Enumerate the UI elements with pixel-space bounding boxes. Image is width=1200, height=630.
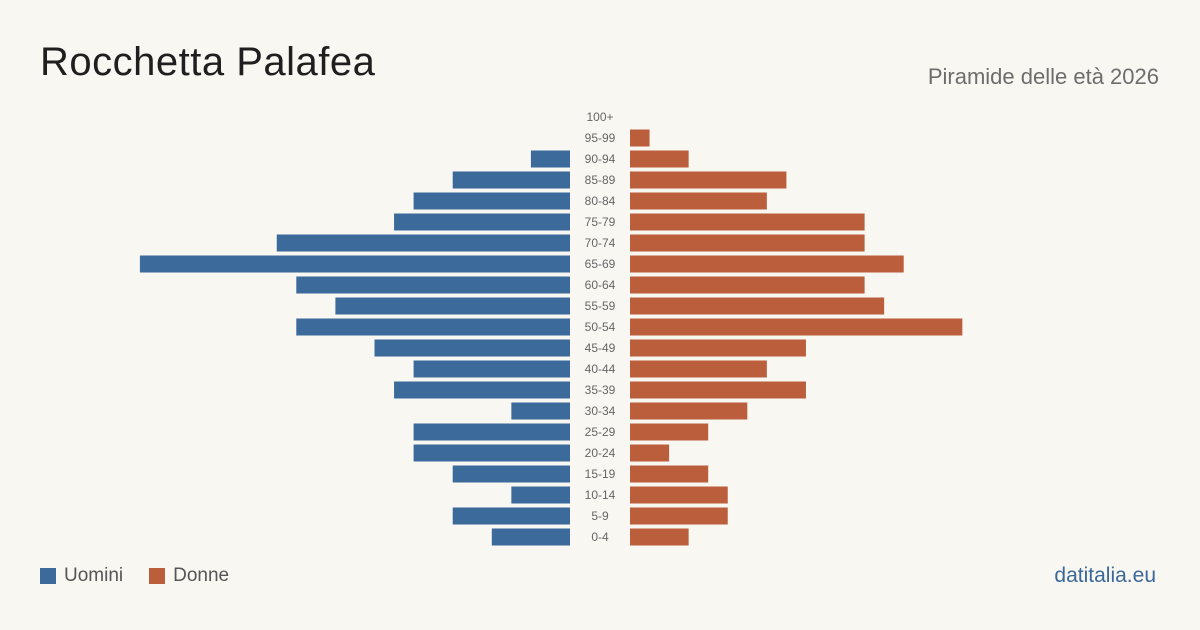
age-label-75-79: 75-79 xyxy=(585,215,616,229)
age-label-40-44: 40-44 xyxy=(585,362,616,376)
bar-men-85-89 xyxy=(452,171,570,189)
bar-women-30-34 xyxy=(630,402,748,420)
page-title: Rocchetta Palafea xyxy=(40,40,376,84)
age-label-5-9: 5-9 xyxy=(591,509,609,523)
bar-women-70-74 xyxy=(630,234,865,252)
age-label-35-39: 35-39 xyxy=(585,383,616,397)
bar-women-60-64 xyxy=(630,276,865,294)
bar-men-45-49 xyxy=(374,339,570,357)
age-label-30-34: 30-34 xyxy=(585,404,616,418)
bar-women-85-89 xyxy=(630,171,787,189)
bar-women-35-39 xyxy=(630,381,806,399)
bar-women-45-49 xyxy=(630,339,806,357)
bar-men-0-4 xyxy=(491,528,570,546)
bar-women-55-59 xyxy=(630,297,885,315)
bar-men-40-44 xyxy=(413,360,570,378)
bar-women-65-69 xyxy=(630,255,904,273)
age-label-50-54: 50-54 xyxy=(585,320,616,334)
bar-men-10-14 xyxy=(511,486,570,504)
bar-men-65-69 xyxy=(139,255,570,273)
age-label-20-24: 20-24 xyxy=(585,446,616,460)
age-label-90-94: 90-94 xyxy=(585,152,616,166)
bar-women-15-19 xyxy=(630,465,709,483)
legend-swatch-men xyxy=(40,568,56,584)
bar-women-80-84 xyxy=(630,192,767,210)
bar-men-90-94 xyxy=(530,150,570,168)
legend: Uomini Donne xyxy=(40,565,255,587)
bar-men-50-54 xyxy=(296,318,570,336)
age-label-0-4: 0-4 xyxy=(591,530,609,544)
bar-women-40-44 xyxy=(630,360,767,378)
legend-label-men: Uomini xyxy=(64,565,124,586)
age-label-55-59: 55-59 xyxy=(585,299,616,313)
bar-women-10-14 xyxy=(630,486,728,504)
age-label-10-14: 10-14 xyxy=(585,488,616,502)
bar-women-5-9 xyxy=(630,507,728,525)
bar-men-30-34 xyxy=(511,402,570,420)
bar-men-5-9 xyxy=(452,507,570,525)
age-label-65-69: 65-69 xyxy=(585,257,616,271)
bar-women-20-24 xyxy=(630,444,670,462)
bar-women-0-4 xyxy=(630,528,689,546)
bar-men-15-19 xyxy=(452,465,570,483)
legend-item-men: Uomini xyxy=(40,565,123,587)
age-label-100plus: 100+ xyxy=(586,110,613,124)
bar-men-20-24 xyxy=(413,444,570,462)
bar-women-50-54 xyxy=(630,318,963,336)
age-label-95-99: 95-99 xyxy=(585,131,616,145)
chart-subtitle: Piramide delle età 2026 xyxy=(927,64,1159,89)
bar-men-75-79 xyxy=(394,213,570,231)
age-label-15-19: 15-19 xyxy=(585,467,616,481)
bar-men-60-64 xyxy=(296,276,570,294)
bar-women-90-94 xyxy=(630,150,689,168)
bar-women-75-79 xyxy=(630,213,865,231)
bar-men-70-74 xyxy=(276,234,570,252)
bar-women-25-29 xyxy=(630,423,709,441)
bar-men-25-29 xyxy=(413,423,570,441)
age-label-25-29: 25-29 xyxy=(585,425,616,439)
legend-swatch-women xyxy=(149,568,166,584)
legend-label-women: Donne xyxy=(173,565,230,586)
bar-women-95-99 xyxy=(630,129,650,147)
bar-men-35-39 xyxy=(394,381,570,399)
source-link[interactable]: datitalia.eu xyxy=(1054,564,1156,587)
age-label-85-89: 85-89 xyxy=(585,173,616,187)
bar-men-80-84 xyxy=(413,192,570,210)
age-label-45-49: 45-49 xyxy=(585,341,616,355)
bar-men-55-59 xyxy=(335,297,570,315)
age-label-60-64: 60-64 xyxy=(585,278,616,292)
legend-item-women: Donne xyxy=(149,565,229,587)
age-label-80-84: 80-84 xyxy=(585,194,616,208)
age-label-70-74: 70-74 xyxy=(585,236,616,250)
